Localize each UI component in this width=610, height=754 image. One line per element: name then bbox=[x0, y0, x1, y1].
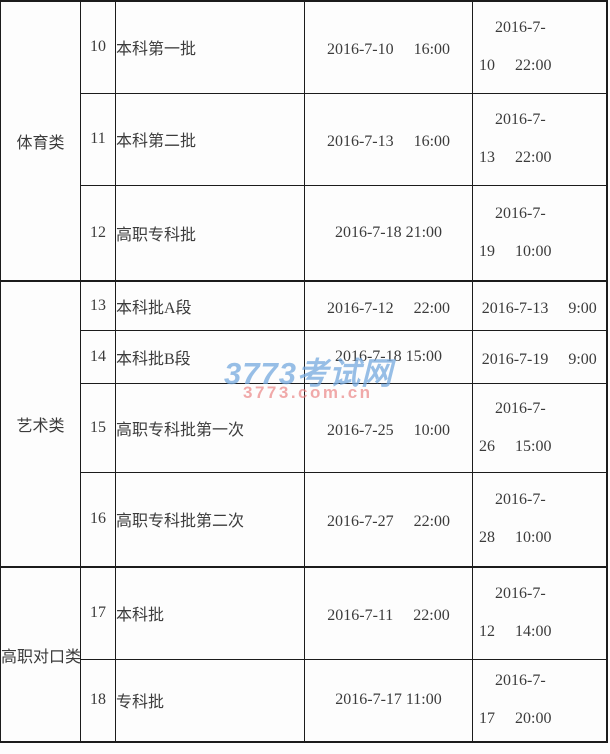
end-time-line2: 13 22:00 bbox=[479, 149, 552, 166]
row-number-cell: 10 bbox=[80, 0, 116, 94]
end-time-cell: 2016-7- 10 22:00 bbox=[472, 0, 607, 94]
batch-name-cell: 高职专科批第二次 bbox=[115, 471, 305, 568]
end-time-lines: 2016-7- 19 10:00 bbox=[473, 195, 606, 271]
end-time-line1: 2016-7- bbox=[495, 111, 546, 128]
start-time-cell: 2016-7-17 11:00 bbox=[304, 658, 473, 743]
end-time-cell: 2016-7- 19 10:00 bbox=[472, 184, 607, 282]
row-number-cell: 18 bbox=[80, 658, 116, 743]
end-time-line2: 26 15:00 bbox=[479, 437, 552, 455]
table-row: 艺术类 13 本科批A段 2016-7-12 22:00 2016-7-13 9… bbox=[0, 280, 607, 568]
category-cell: 体育类 bbox=[0, 0, 81, 282]
category-cell: 高职对口类 bbox=[0, 566, 82, 743]
end-time-cell: 2016-7-19 9:00 bbox=[472, 329, 607, 384]
end-time-cell: 2016-7-13 9:00 bbox=[472, 280, 607, 331]
start-time-cell: 2016-7-25 10:00 bbox=[304, 382, 473, 473]
end-time-lines: 2016-7- 10 22:00 bbox=[473, 9, 606, 85]
start-time-cell: 2016-7-12 22:00 bbox=[304, 280, 473, 331]
end-time-lines: 2016-7- 17 20:00 bbox=[473, 662, 606, 738]
batch-name-cell: 本科第一批 bbox=[115, 0, 305, 94]
row-number-cell: 12 bbox=[80, 184, 116, 282]
table-row: 18 专科批 2016-7-17 11:00 2016-7- 17 20:00 bbox=[1, 658, 607, 743]
end-time-lines: 2016-7- 28 10:00 bbox=[473, 481, 606, 557]
start-time-cell: 2016-7-18 15:00 bbox=[304, 329, 473, 384]
table-row: 高职对口类 17 本科批 2016-7-11 22:00 2016-7- 12 1… bbox=[0, 566, 607, 743]
end-time-line2: 28 10:00 bbox=[479, 529, 552, 547]
end-time-cell: 2016-7- 13 22:00 bbox=[472, 92, 607, 186]
start-time-cell: 2016-7-11 22:00 bbox=[304, 566, 473, 660]
row-number-cell: 15 bbox=[80, 382, 116, 473]
batch-name-cell: 本科批A段 bbox=[115, 280, 305, 331]
start-time-cell: 2016-7-10 16:00 bbox=[304, 0, 473, 94]
end-time-line2: 10 22:00 bbox=[479, 57, 552, 75]
end-time-lines: 2016-7- 26 15:00 bbox=[473, 390, 606, 466]
category-label: 高职对口类 bbox=[1, 648, 82, 666]
category-cell: 艺术类 bbox=[0, 280, 81, 568]
end-time-line2: 12 14:00 bbox=[479, 623, 552, 641]
end-time-lines: 2016-7- 13 22:00 bbox=[473, 101, 606, 177]
category-label: 体育类 bbox=[16, 135, 65, 152]
table-row: 体育类 10 本科第一批 2016-7-10 16:00 2016-7- 10 2… bbox=[0, 0, 607, 282]
end-time-line1: 2016-7- bbox=[495, 585, 546, 603]
end-time-line1: 2016-7-13 9:00 bbox=[481, 299, 597, 317]
end-time-cell: 2016-7- 28 10:00 bbox=[472, 471, 607, 568]
batch-name-cell: 本科批B段 bbox=[115, 329, 305, 384]
start-time-cell: 2016-7-27 22:00 bbox=[304, 471, 473, 568]
table-row: 14 本科批B段 2016-7-18 15:00 2016-7-19 9:00 bbox=[1, 329, 607, 384]
end-time-line1: 2016-7- bbox=[495, 672, 546, 690]
end-time-line2: 17 20:00 bbox=[479, 710, 552, 728]
row-number-cell: 13 bbox=[80, 280, 116, 331]
row-number-cell: 17 bbox=[80, 566, 116, 660]
table-row: 12 高职专科批 2016-7-18 21:00 2016-7- 19 10:00 bbox=[1, 184, 607, 282]
end-time-line1: 2016-7- bbox=[495, 204, 546, 222]
batch-name-cell: 本科第二批 bbox=[115, 92, 305, 186]
end-time-cell: 2016-7- 17 20:00 bbox=[472, 658, 607, 743]
row-number-cell: 16 bbox=[80, 471, 116, 568]
category-label: 艺术类 bbox=[16, 418, 65, 435]
end-time-lines: 2016-7- 12 14:00 bbox=[473, 575, 606, 651]
end-time-line1: 2016-7- bbox=[495, 491, 546, 509]
end-time-line1: 2016-7-19 9:00 bbox=[481, 350, 597, 368]
row-number-cell: 14 bbox=[80, 329, 116, 384]
row-number-cell: 11 bbox=[80, 92, 116, 186]
table-row: 16 高职专科批第二次 2016-7-27 22:00 2016-7- 28 10… bbox=[1, 471, 607, 568]
end-time-line1: 2016-7- bbox=[495, 19, 546, 37]
end-time-cell: 2016-7- 26 15:00 bbox=[472, 382, 607, 473]
start-time-cell: 2016-7-18 21:00 bbox=[304, 184, 473, 282]
end-time-line2: 19 10:00 bbox=[479, 242, 552, 260]
table-row: 15 高职专科批第一次 2016-7-25 10:00 2016-7- 26 15… bbox=[1, 382, 607, 473]
batch-name-cell: 高职专科批 bbox=[115, 184, 305, 282]
end-time-cell: 2016-7- 12 14:00 bbox=[472, 566, 607, 660]
end-time-line1: 2016-7- bbox=[495, 399, 546, 417]
batch-name-cell: 本科批 bbox=[115, 566, 305, 660]
start-time-cell: 2016-7-13 16:00 bbox=[304, 92, 473, 186]
table-row: 11 本科第二批 2016-7-13 16:00 2016-7- 13 22:00 bbox=[1, 92, 607, 186]
batch-name-cell: 专科批 bbox=[115, 658, 305, 743]
batch-name-cell: 高职专科批第一次 bbox=[115, 382, 305, 473]
